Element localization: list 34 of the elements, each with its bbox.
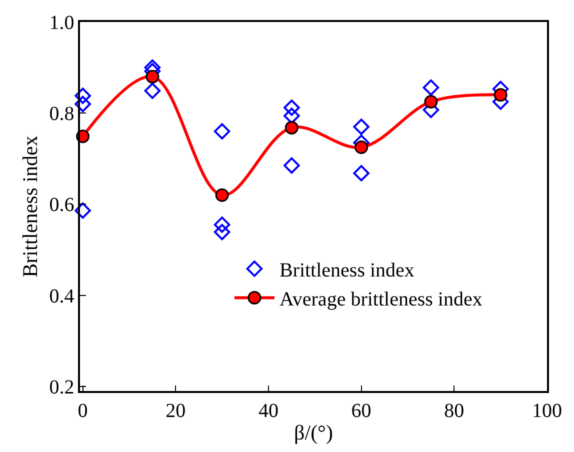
point — [146, 70, 160, 84]
point — [214, 224, 230, 240]
point — [354, 140, 368, 154]
point — [284, 108, 300, 124]
x-tick-label: 20 — [166, 400, 186, 422]
y-tick-label: 1.0 — [49, 12, 74, 34]
y-tick-label: 0.4 — [49, 285, 74, 308]
x-tick-label: 100 — [532, 400, 562, 422]
x-tick-label: 80 — [444, 400, 464, 422]
y-tick-label: 0.8 — [49, 103, 74, 126]
point — [422, 79, 440, 96]
point — [214, 123, 230, 140]
point — [74, 96, 91, 112]
point — [284, 120, 298, 134]
point — [284, 157, 300, 174]
point — [353, 165, 370, 182]
legend-label: Average brittleness index — [279, 288, 482, 310]
point — [494, 88, 508, 102]
point — [284, 99, 300, 116]
point — [214, 216, 230, 233]
x-tick-label: 0 — [78, 400, 88, 422]
y-tick-label: 0.2 — [49, 376, 74, 398]
y-tick-label: 0.6 — [49, 194, 74, 216]
y-axis-title: Brittleness index — [18, 135, 42, 278]
point — [144, 82, 161, 99]
point — [353, 118, 370, 135]
x-tick-label: 40 — [258, 400, 278, 422]
point — [215, 188, 229, 202]
x-axis-title: β/(°) — [294, 420, 333, 444]
x-tick-label: 60 — [351, 400, 372, 422]
legend-label: Brittleness index — [279, 260, 414, 282]
point — [74, 88, 91, 104]
point — [424, 94, 438, 108]
point — [74, 202, 91, 219]
